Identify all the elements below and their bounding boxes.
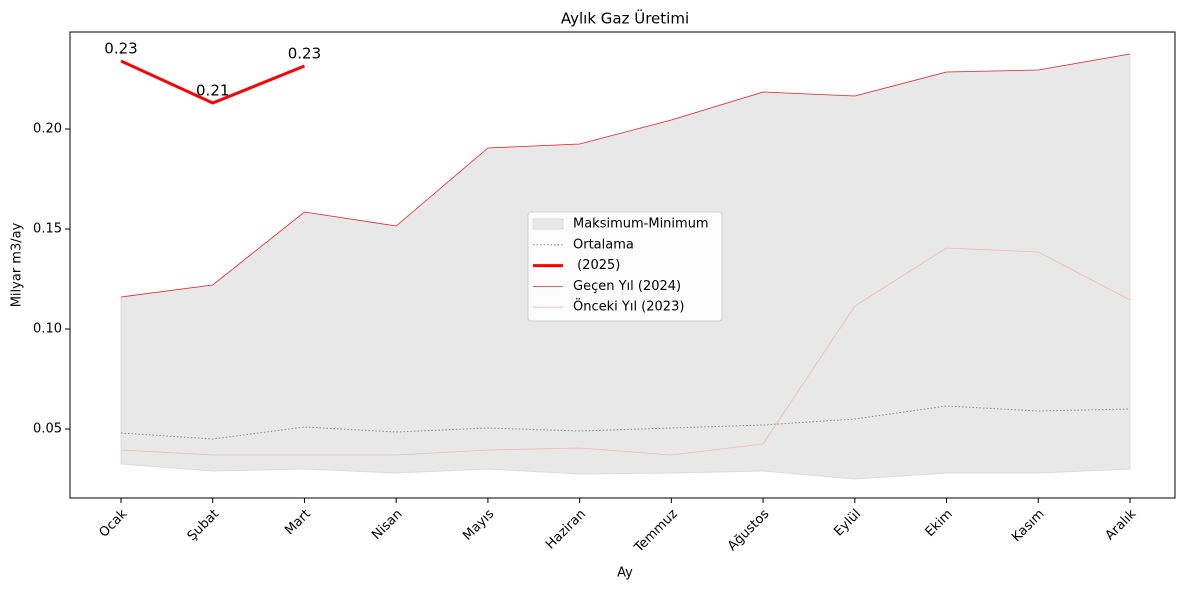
y-tick-label: 0.05 [33, 422, 62, 437]
x-tick-label: Temmuz [631, 507, 681, 557]
legend-label: Maksimum-Minimum [573, 217, 709, 232]
x-tick-label: Haziran [543, 507, 589, 553]
x-tick-label: Ekim [923, 507, 956, 540]
legend-label: Geçen Yıl (2024) [573, 279, 681, 294]
legend-label: Önceki Yıl (2023) [573, 298, 684, 315]
legend-label: Ortalama [573, 237, 634, 252]
y-tick-label: 0.20 [33, 122, 62, 137]
x-axis-label: Ay [617, 566, 633, 581]
x-tick-label: Ocak [96, 506, 130, 540]
legend-label: (2025) [573, 258, 620, 273]
x-tick-label: Kasım [1009, 507, 1047, 545]
x-tick-label: Mayıs [460, 507, 497, 544]
y-tick-label: 0.15 [33, 222, 62, 237]
x-tick-label: Nisan [369, 507, 405, 543]
legend-box [527, 211, 723, 322]
series-line [120, 53, 1131, 298]
x-tick-label: Aralık [1103, 506, 1140, 543]
x-tick-label: Ağustos [725, 507, 773, 555]
legend-swatch [532, 218, 564, 230]
y-tick-label: 0.10 [33, 322, 62, 337]
chart-title: Aylık Gaz Üretimi [561, 9, 689, 28]
series-line [120, 247, 1131, 456]
series-line [120, 59, 306, 105]
data-label: 0.23 [288, 45, 321, 63]
plot-frame [69, 31, 1176, 499]
series-line [120, 405, 1131, 440]
x-tick-label: Şubat [185, 507, 222, 544]
data-label: 0.21 [196, 82, 229, 100]
data-label: 0.23 [104, 40, 137, 58]
y-axis-label: Milyar m3/ay [10, 222, 25, 307]
x-tick-label: Mart [282, 507, 314, 539]
x-tick-label: Eylül [831, 507, 864, 540]
